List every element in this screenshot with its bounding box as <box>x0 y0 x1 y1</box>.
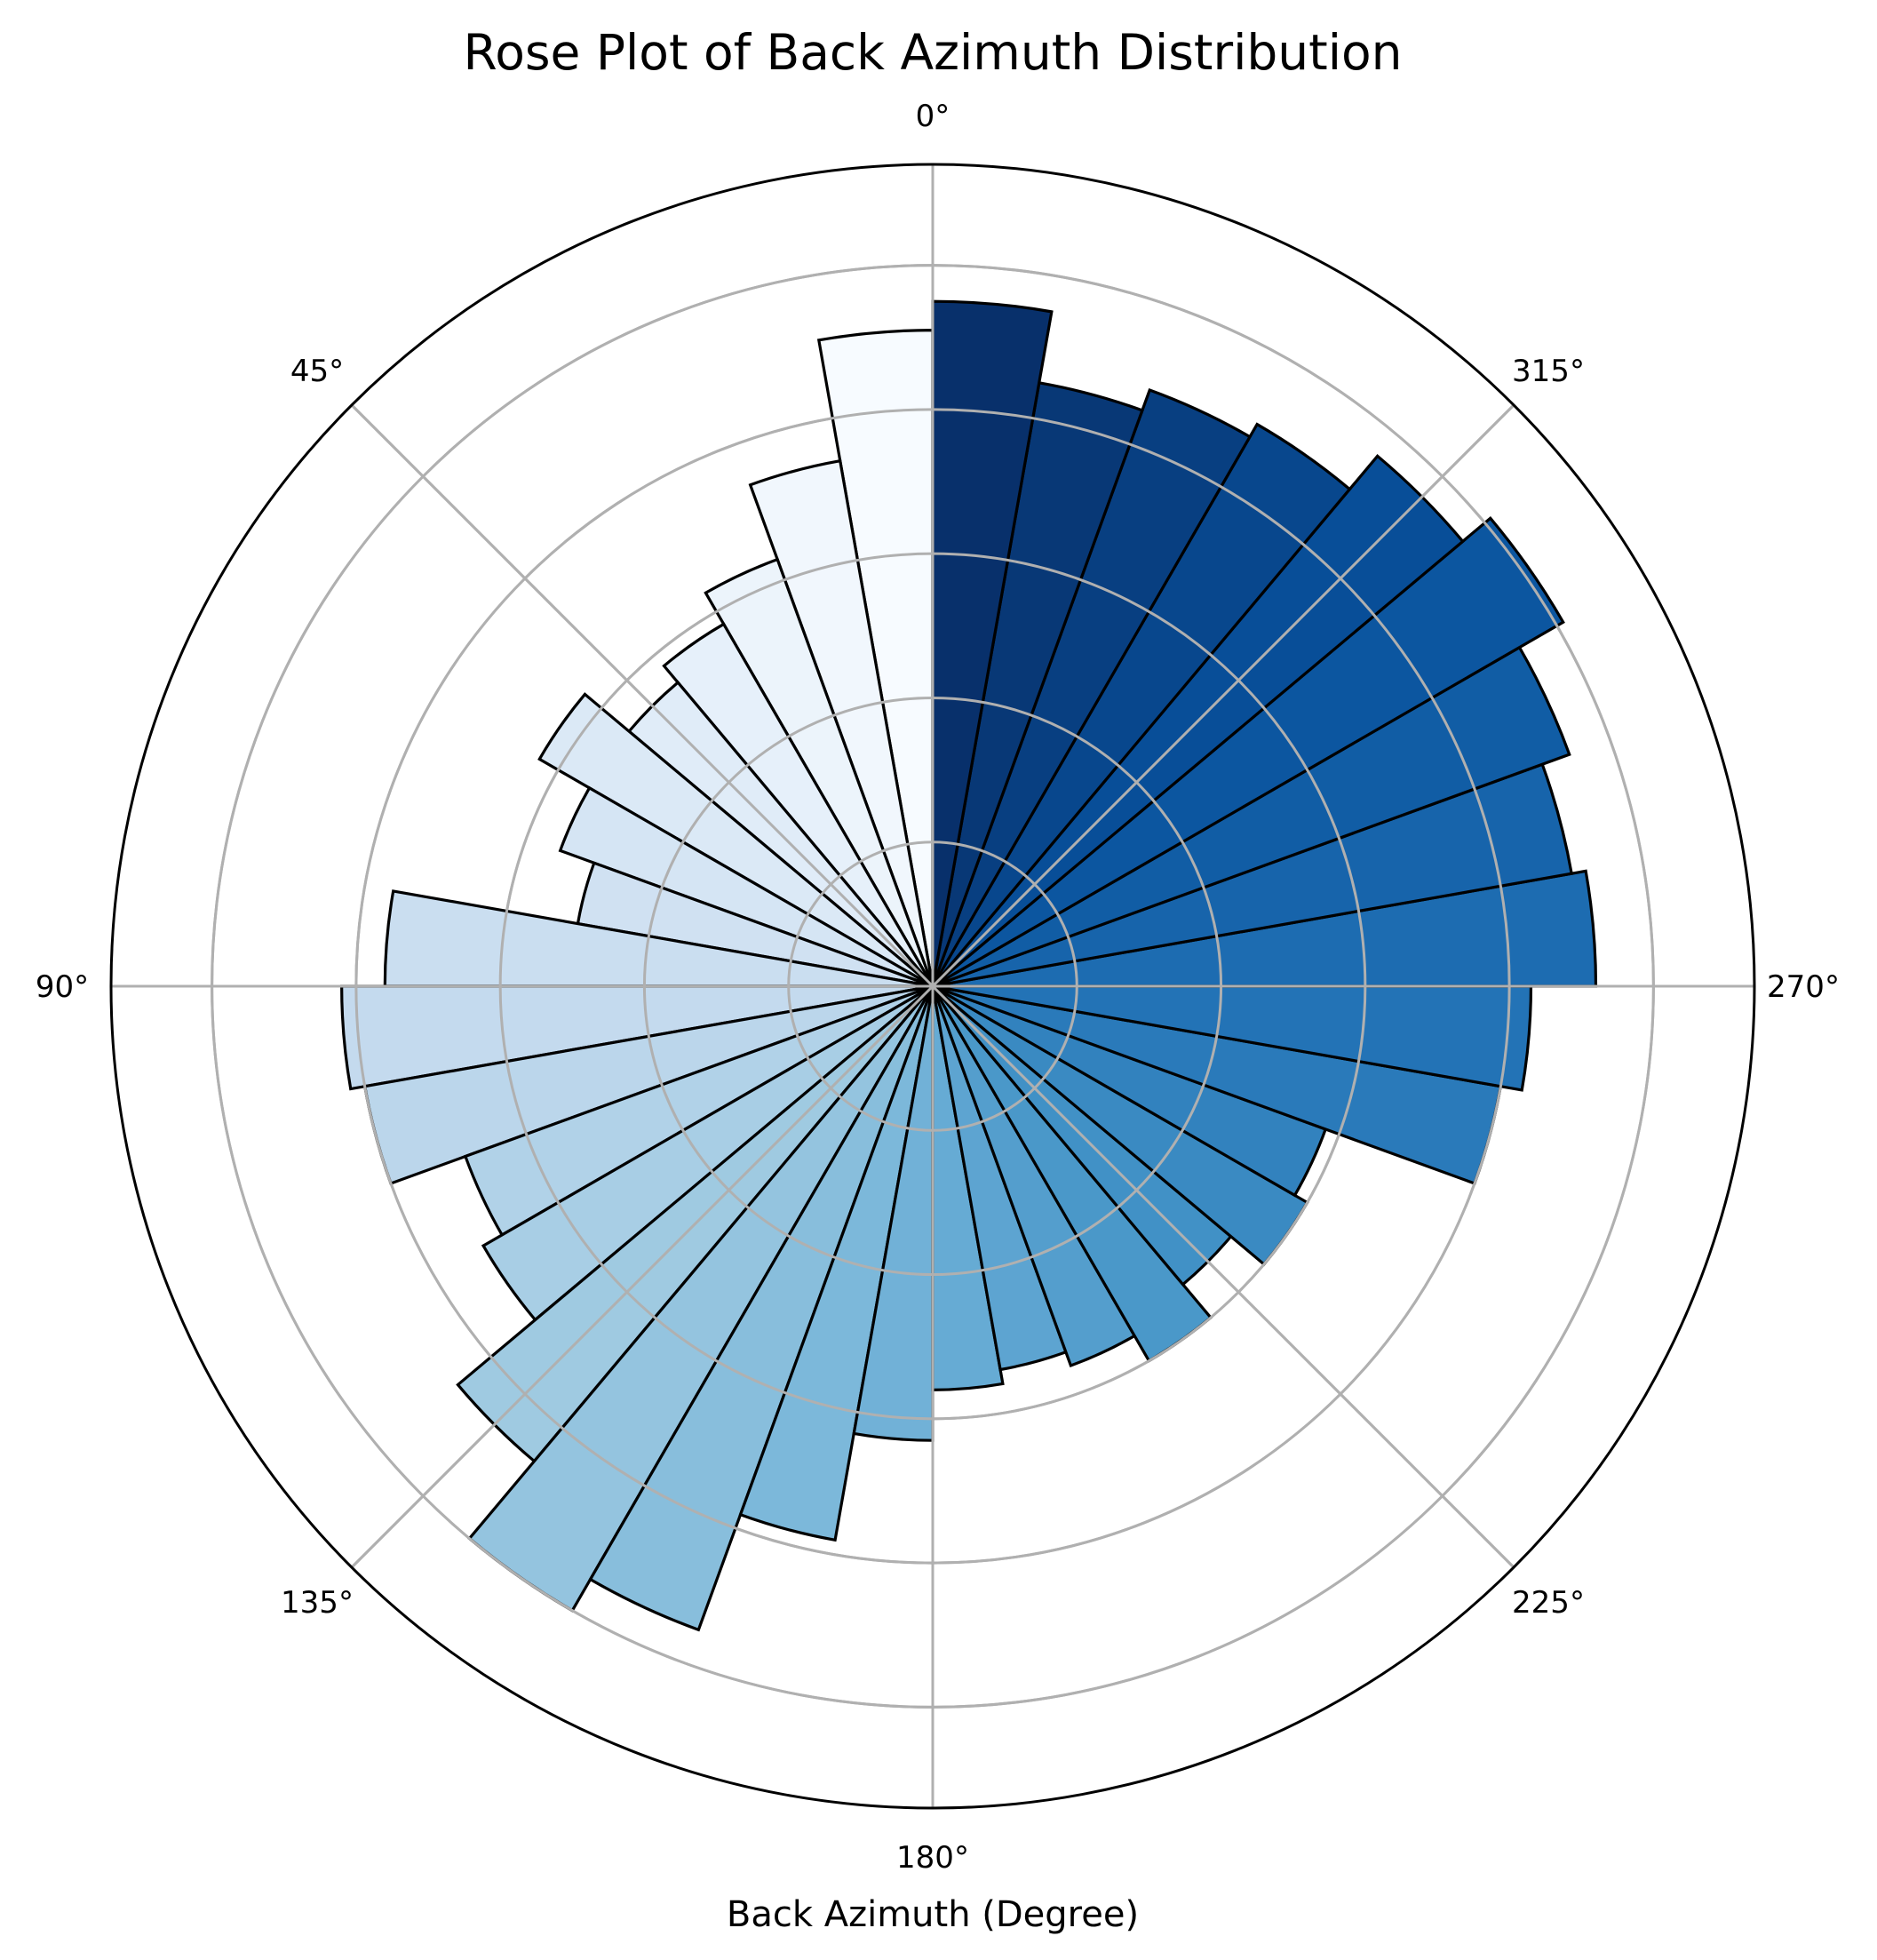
bars <box>340 299 1598 1632</box>
x-axis-label: Back Azimuth (Degree) <box>727 1894 1139 1935</box>
theta-tick-label-0: 0° <box>916 99 950 134</box>
polar-frame <box>109 163 1756 1810</box>
theta-tick-label-270: 270° <box>1767 969 1840 1005</box>
theta-tick-label-180: 180° <box>896 1840 969 1876</box>
theta-tick-label-135: 135° <box>281 1585 354 1621</box>
theta-tick-label-225: 225° <box>1512 1585 1585 1621</box>
spoke-line-top-225 <box>931 984 1515 1569</box>
bar-50-60° <box>537 692 935 988</box>
bar-160-170° <box>738 985 935 1542</box>
bar-60-70° <box>558 785 934 988</box>
theta-tick-label-90: 90° <box>36 969 89 1005</box>
theta-tick-label-315: 315° <box>1512 354 1585 389</box>
bar-30-40° <box>662 622 935 988</box>
bar-20-30° <box>704 557 935 987</box>
bar-10-20° <box>748 458 935 987</box>
bar-320-330° <box>931 422 1352 988</box>
chart-title: Rose Plot of Back Azimuth Distribution <box>463 24 1402 81</box>
bar-150-160° <box>588 985 935 1632</box>
spoke-line-top-315 <box>931 403 1515 988</box>
bar-300-310° <box>931 515 1565 988</box>
bar-330-340° <box>931 387 1253 987</box>
grid-lines-overlay <box>111 164 1754 1808</box>
spoke-line-top-135 <box>350 984 935 1569</box>
spoke-line-top-45 <box>350 403 935 988</box>
theta-tick-label-45: 45° <box>290 354 344 389</box>
theta-tick-labels: 0° 45° 90° 135° 180° 225° 270° 315° <box>36 99 1840 1876</box>
